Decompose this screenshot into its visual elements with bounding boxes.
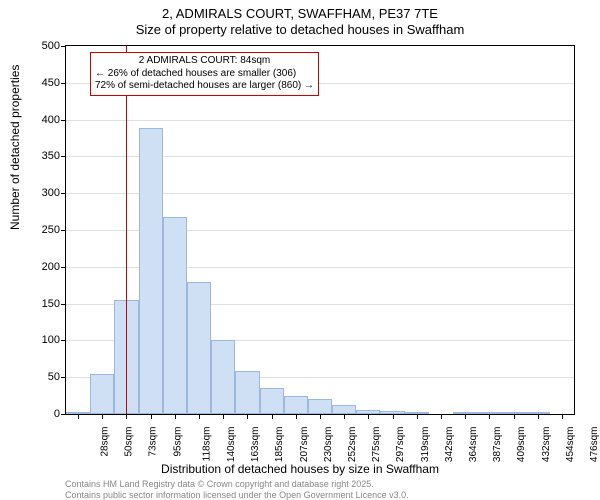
xtick-label: 50sqm <box>124 427 135 457</box>
xtick-label: 387sqm <box>492 427 503 463</box>
histogram-bar <box>90 374 114 414</box>
xtick-mark <box>344 414 345 419</box>
ytick-mark <box>61 267 66 268</box>
xtick-label: 432sqm <box>541 427 552 463</box>
histogram-bar <box>284 396 308 414</box>
histogram-chart: 2, ADMIRALS COURT, SWAFFHAM, PE37 7TE Si… <box>0 0 600 500</box>
ytick-label: 350 <box>5 150 60 162</box>
xtick-mark <box>489 414 490 419</box>
ytick-mark <box>61 304 66 305</box>
ytick-mark <box>61 120 66 121</box>
ytick-mark <box>61 230 66 231</box>
xtick-mark <box>102 414 103 419</box>
ytick-label: 0 <box>5 408 60 420</box>
xtick-mark <box>296 414 297 419</box>
xtick-mark <box>272 414 273 419</box>
annotation-line2: ← 26% of detached houses are smaller (30… <box>95 68 314 81</box>
xtick-label: 454sqm <box>565 427 576 463</box>
xtick-label: 342sqm <box>444 427 455 463</box>
ytick-label: 200 <box>5 261 60 273</box>
xtick-label: 95sqm <box>172 427 183 457</box>
histogram-bar <box>139 128 163 414</box>
ytick-mark <box>61 83 66 84</box>
ytick-mark <box>61 46 66 47</box>
ytick-label: 150 <box>5 298 60 310</box>
xtick-mark <box>441 414 442 419</box>
xtick-label: 230sqm <box>323 427 334 463</box>
xtick-label: 252sqm <box>347 427 358 463</box>
xtick-label: 319sqm <box>420 427 431 463</box>
xtick-mark <box>562 414 563 419</box>
ytick-label: 500 <box>5 40 60 52</box>
y-axis-title: Number of detached properties <box>8 65 22 230</box>
xtick-label: 185sqm <box>275 427 286 463</box>
xtick-mark <box>514 414 515 419</box>
xtick-label: 409sqm <box>516 427 527 463</box>
ytick-label: 300 <box>5 187 60 199</box>
ytick-label: 50 <box>5 371 60 383</box>
ytick-label: 400 <box>5 114 60 126</box>
xtick-label: 118sqm <box>201 427 212 462</box>
xtick-mark <box>151 414 152 419</box>
xtick-mark <box>247 414 248 419</box>
ytick-label: 450 <box>5 77 60 89</box>
attribution-line2: Contains public sector information licen… <box>65 490 409 500</box>
histogram-bar <box>163 217 187 414</box>
xtick-label: 476sqm <box>589 427 600 463</box>
annotation-line1: 2 ADMIRALS COURT: 84sqm <box>95 55 314 68</box>
xtick-mark <box>320 414 321 419</box>
xtick-label: 73sqm <box>148 427 159 457</box>
xtick-mark <box>223 414 224 419</box>
histogram-bar <box>260 388 284 414</box>
xtick-label: 275sqm <box>371 427 382 463</box>
annotation-line3: 72% of semi-detached houses are larger (… <box>95 80 314 93</box>
histogram-bar <box>332 405 356 414</box>
xtick-mark <box>538 414 539 419</box>
plot-area: 2 ADMIRALS COURT: 84sqm ← 26% of detache… <box>65 45 575 415</box>
reference-line <box>126 46 127 414</box>
annotation-box: 2 ADMIRALS COURT: 84sqm ← 26% of detache… <box>90 52 319 96</box>
histogram-bar <box>308 399 332 414</box>
histogram-bar <box>187 282 211 414</box>
xtick-mark <box>465 414 466 419</box>
xtick-label: 364sqm <box>468 427 479 463</box>
ytick-mark <box>61 156 66 157</box>
xtick-mark <box>199 414 200 419</box>
chart-title-line2: Size of property relative to detached ho… <box>136 22 465 37</box>
ytick-mark <box>61 414 66 415</box>
chart-title-line1: 2, ADMIRALS COURT, SWAFFHAM, PE37 7TE <box>162 6 438 21</box>
ytick-mark <box>61 340 66 341</box>
xtick-mark <box>417 414 418 419</box>
x-axis-title: Distribution of detached houses by size … <box>161 462 439 476</box>
ytick-mark <box>61 377 66 378</box>
ytick-label: 100 <box>5 334 60 346</box>
xtick-mark <box>78 414 79 419</box>
xtick-label: 140sqm <box>226 427 237 463</box>
attribution-line1: Contains HM Land Registry data © Crown c… <box>65 479 374 489</box>
ytick-label: 250 <box>5 224 60 236</box>
histogram-bar <box>235 371 259 414</box>
ytick-mark <box>61 193 66 194</box>
xtick-mark <box>126 414 127 419</box>
xtick-mark <box>175 414 176 419</box>
xtick-mark <box>393 414 394 419</box>
xtick-mark <box>368 414 369 419</box>
xtick-label: 207sqm <box>299 427 310 463</box>
histogram-bar <box>211 340 235 414</box>
xtick-label: 163sqm <box>250 427 261 463</box>
xtick-label: 28sqm <box>100 427 111 457</box>
gridline <box>66 120 574 121</box>
xtick-label: 297sqm <box>395 427 406 463</box>
